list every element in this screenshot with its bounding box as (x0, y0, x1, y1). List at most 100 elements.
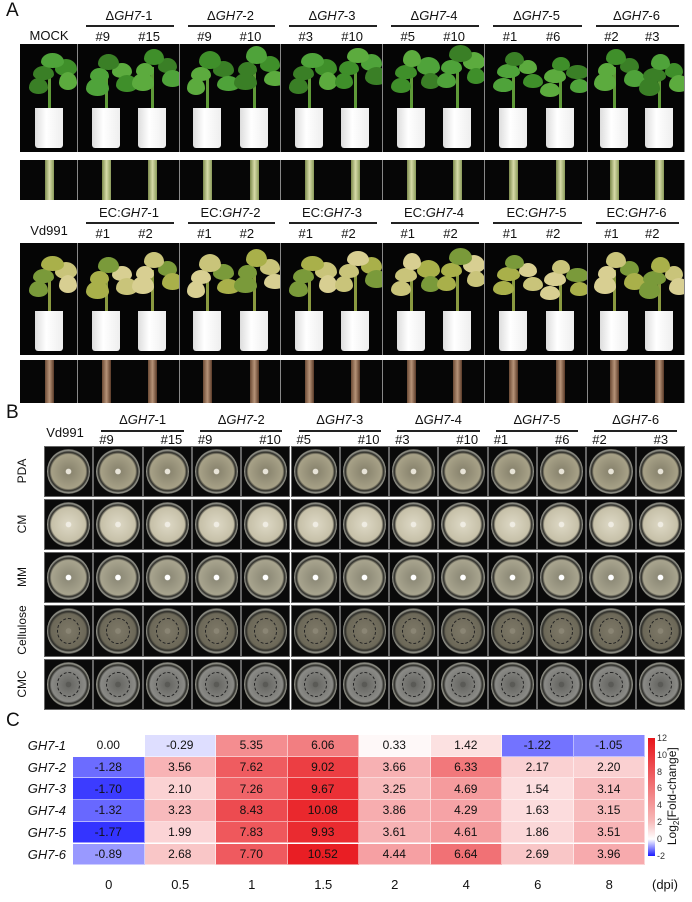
leaf (339, 264, 360, 278)
heatmap-cell: 5.35 (216, 735, 288, 757)
group-title-suffix: -6 (647, 412, 660, 427)
culture-plate (586, 552, 636, 603)
leaf (620, 58, 640, 73)
stem-section (654, 160, 664, 200)
heatmap-cell: 3.14 (573, 778, 645, 801)
group-underline (289, 222, 377, 224)
leaf (441, 60, 463, 74)
leaf (132, 276, 155, 294)
leaf (668, 75, 684, 92)
petri-dish (194, 449, 239, 494)
isolate-label: #3 (395, 432, 410, 447)
x-tick-label: 0.5 (171, 877, 190, 892)
culture-plate (191, 446, 242, 497)
leaf (158, 261, 178, 276)
isolate-label: #9 (95, 29, 110, 44)
stem-section (203, 360, 213, 403)
culture-plate (290, 552, 340, 603)
heatmap-cell: -1.28 (73, 756, 145, 779)
pot (91, 311, 120, 351)
group-underline (298, 430, 382, 432)
strain-group-title: ΔGH7-2 (192, 412, 291, 427)
stem-section-photo (180, 160, 281, 200)
colony-edge (500, 618, 524, 644)
group-title-suffix: -6 (654, 205, 667, 220)
stem-section (101, 360, 111, 403)
pot (396, 311, 425, 351)
leaf (162, 273, 179, 290)
leaf (606, 49, 627, 65)
stem-section-photo (588, 160, 685, 200)
colony-edge (155, 672, 179, 697)
petri-dish (490, 502, 534, 547)
stem-section (406, 160, 416, 200)
leaf (263, 71, 280, 86)
petri-dish (441, 449, 485, 494)
colony-edge (599, 672, 623, 697)
colony-edge (254, 618, 278, 644)
heatmap-cell: 4.44 (359, 843, 431, 866)
colony-edge (451, 672, 475, 697)
leaf (518, 263, 537, 277)
colony-edge (648, 618, 672, 644)
leaf (668, 278, 684, 295)
leaf (97, 257, 119, 273)
group-title-suffix: -4 (445, 8, 458, 23)
colony-edge (254, 672, 278, 697)
pot (546, 108, 575, 148)
stem-section (406, 360, 416, 403)
culture-plate (438, 659, 488, 710)
pot (644, 108, 673, 148)
pot (341, 311, 370, 351)
culture-plate (44, 499, 94, 550)
leaf (416, 260, 440, 278)
culture-plate (241, 446, 291, 497)
group-title-prefix: Δ (217, 412, 227, 427)
heatmap-cell: 3.56 (144, 756, 216, 779)
stem (559, 276, 563, 311)
isolate-label: #9 (197, 432, 213, 447)
group-underline (86, 222, 174, 224)
group-underline (596, 222, 679, 224)
group-title-gene: GH7 (419, 8, 446, 23)
heatmap-cell: 2.69 (502, 843, 574, 866)
colony-edge (599, 618, 623, 644)
culture-plate (241, 659, 291, 710)
stem (151, 270, 155, 311)
group-title-prefix: Δ (105, 8, 115, 23)
group-title-gene: GH7 (522, 412, 549, 427)
leaf (566, 65, 587, 79)
petri-dish (589, 449, 633, 494)
colorbar-label: Log2[Fold-change] (665, 731, 681, 861)
leaf (522, 277, 543, 291)
group-title-suffix: -3 (343, 8, 356, 23)
leaf (288, 78, 308, 94)
culture-plate (389, 446, 439, 497)
leaf (504, 52, 524, 66)
colorbar-tick: 8 (657, 766, 663, 777)
leaf (496, 267, 520, 281)
culture-plate (586, 446, 636, 497)
colony-edge (451, 618, 475, 644)
colony-edge (303, 672, 327, 697)
pot (239, 108, 268, 148)
group-title-prefix: Δ (207, 8, 216, 23)
culture-plate (44, 605, 94, 657)
group-title-suffix: -5 (554, 205, 567, 220)
heatmap-row-label: GH7-4 (27, 803, 66, 819)
strain-group-title: EC:GH7-3 (281, 205, 383, 220)
colony-edge (402, 672, 426, 697)
stem-section-photo (281, 360, 383, 403)
panel-b-letter: B (6, 402, 19, 423)
culture-plate (389, 659, 439, 710)
petri-dish (47, 502, 91, 547)
petri-dish (244, 555, 288, 600)
heatmap-cell: -1.05 (573, 735, 645, 757)
culture-plate (93, 446, 143, 497)
group-title-gene: GH7 (324, 412, 352, 427)
petri-dish (194, 555, 239, 600)
leaf (115, 75, 138, 92)
leaf (638, 78, 660, 96)
group-title-suffix: -4 (450, 412, 462, 427)
isolate-label: #1 (502, 29, 518, 44)
